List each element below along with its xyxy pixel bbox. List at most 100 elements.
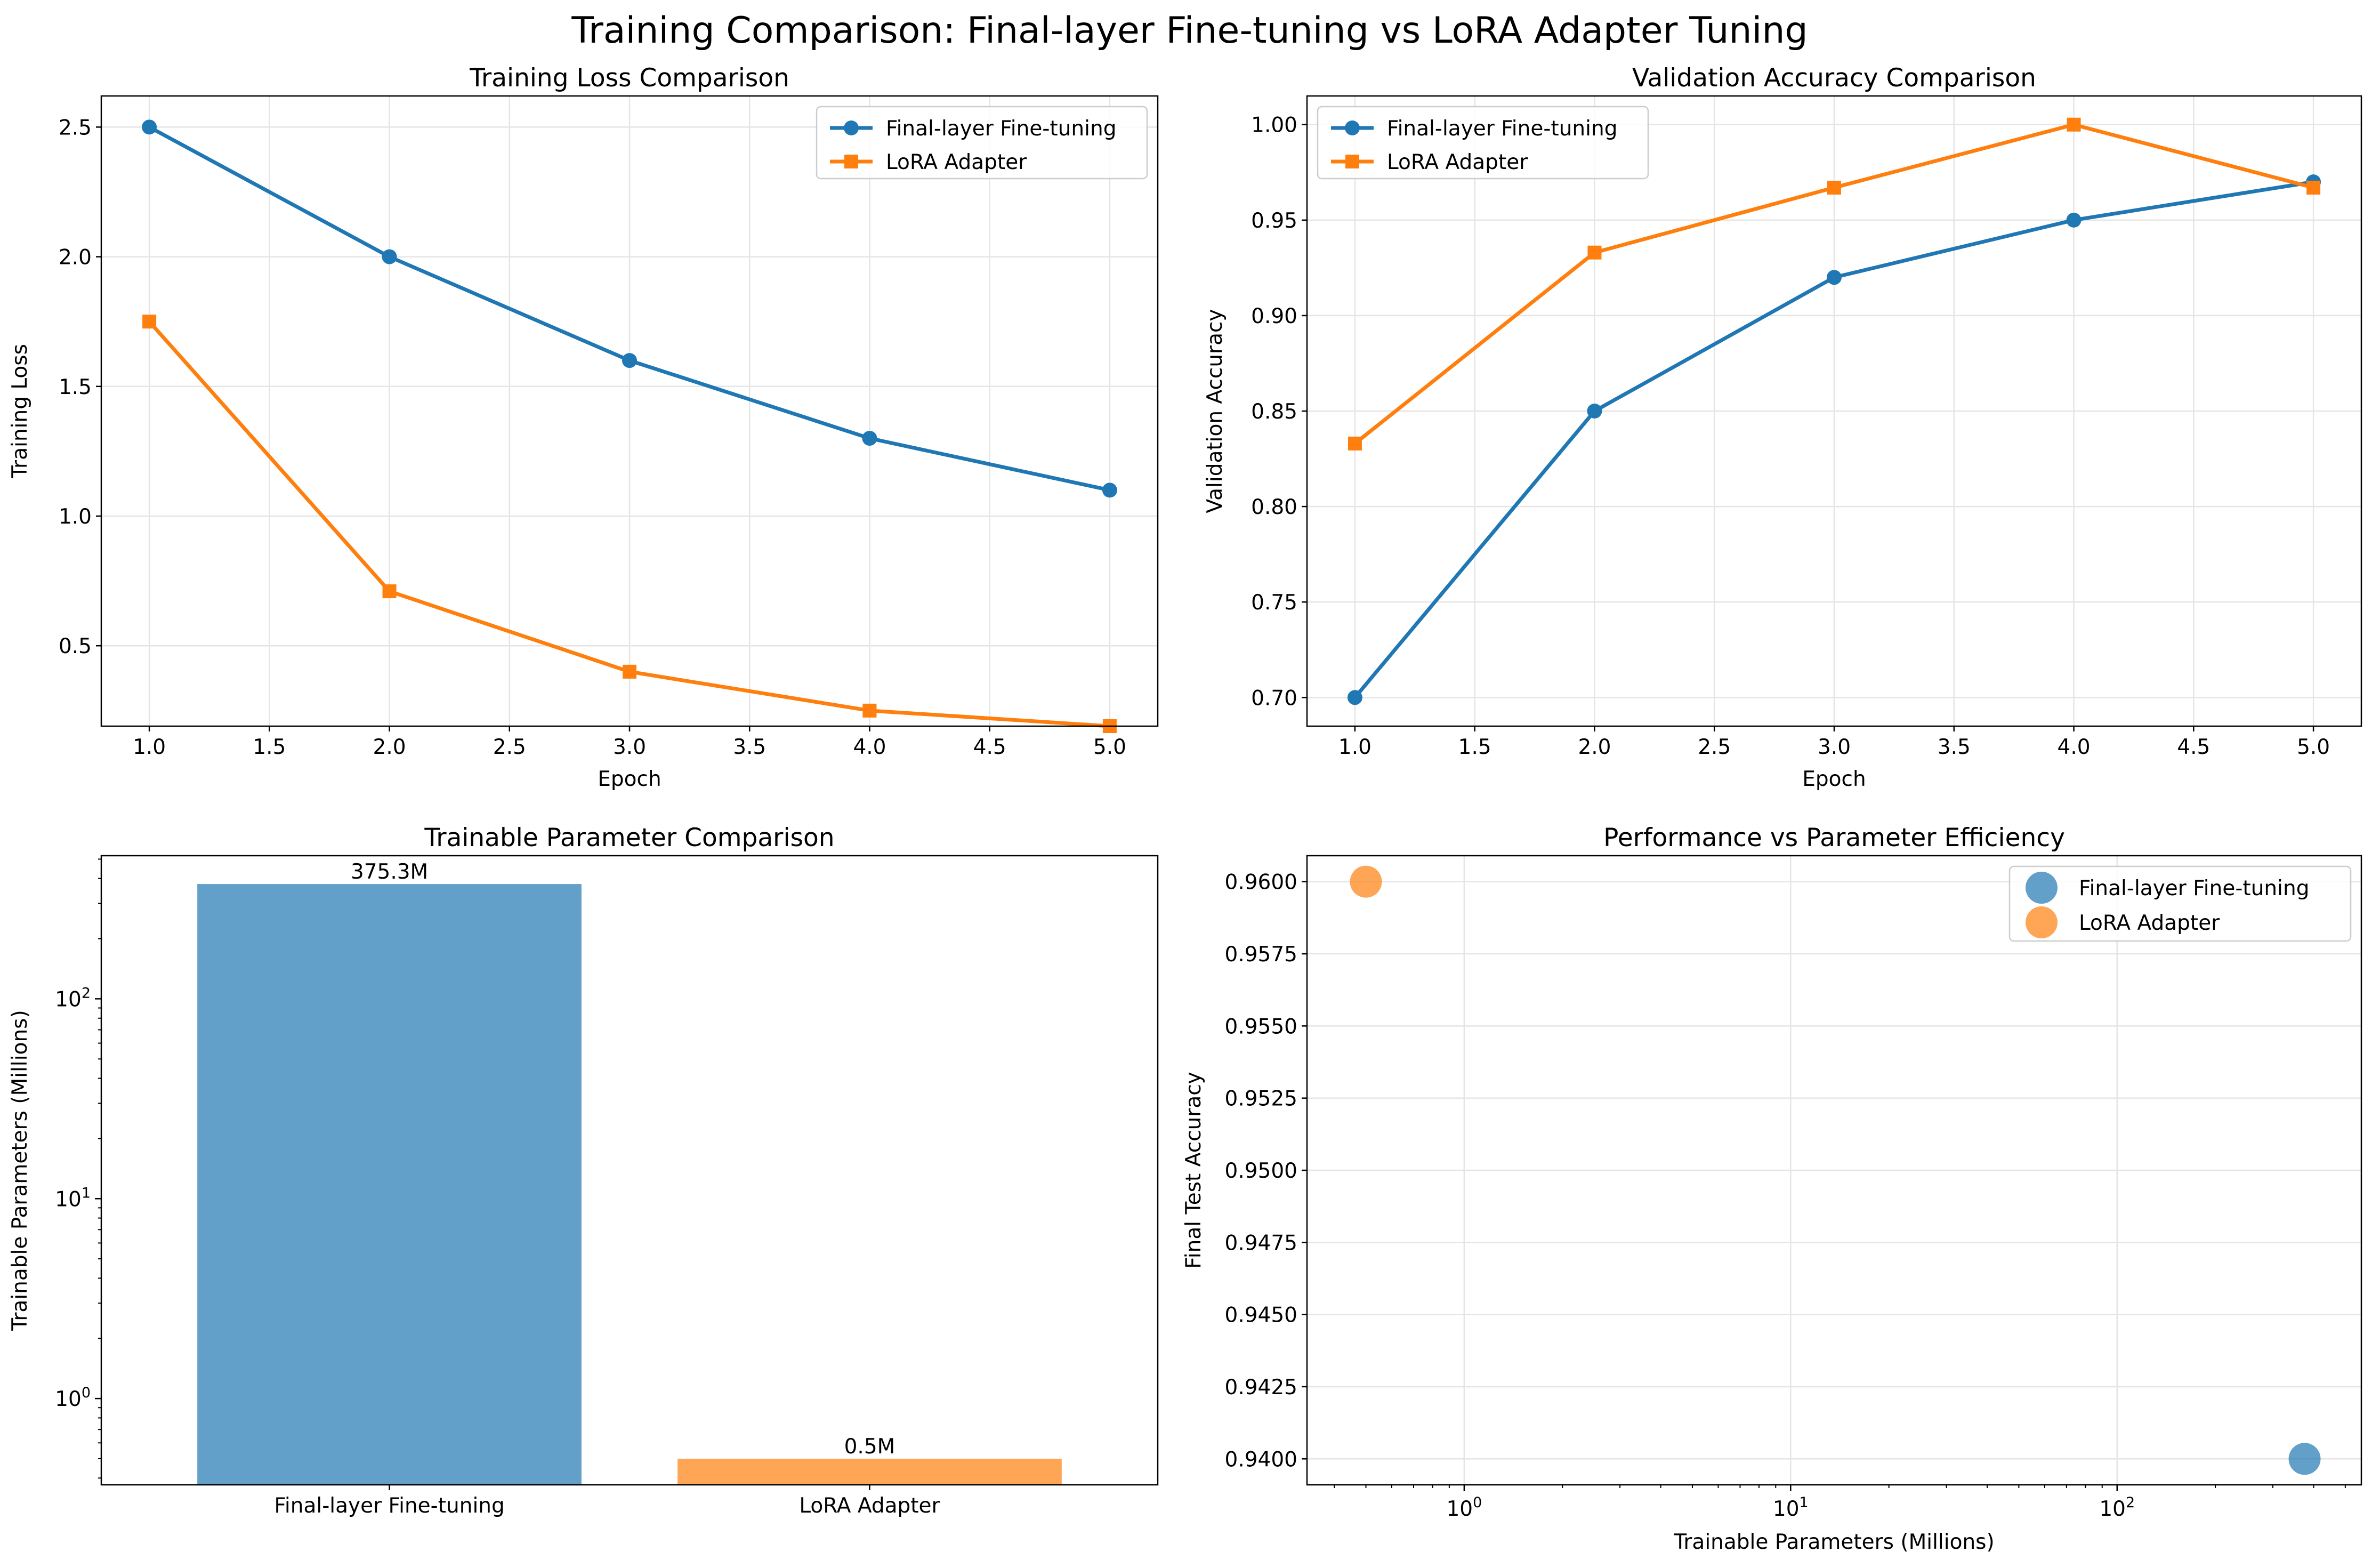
y-tick-label: 0.9525 xyxy=(1225,1087,1297,1111)
training-loss-chart: 1.0 1.5 2.0 2.5 3.0 3.5 4.0 4.5 5.0 0.5 1.0 1.5 2.0 2… xyxy=(8,63,1159,791)
x-axis-label: Epoch xyxy=(1802,767,1866,791)
data-point xyxy=(1587,245,1602,260)
x-tick-label: 3.5 xyxy=(1938,735,1971,759)
y-tick-label: 0.9425 xyxy=(1225,1376,1297,1400)
y-tick-label: 101 xyxy=(55,1185,91,1211)
y-tick-label: 0.90 xyxy=(1251,304,1297,328)
x-tick-label: 4.5 xyxy=(973,735,1006,759)
x-tick-label: 2.0 xyxy=(1578,735,1611,759)
data-point xyxy=(1587,404,1602,419)
x-tick-label: 2.5 xyxy=(1698,735,1731,759)
y-tick-label: 0.9500 xyxy=(1225,1159,1297,1183)
x-tick-label: Final-layer Fine-tuning xyxy=(274,1494,504,1518)
x-tick-label: 2.0 xyxy=(373,735,406,759)
data-point xyxy=(2306,180,2321,195)
y-tick-label: 2.5 xyxy=(59,116,92,140)
y-tick-label: 1.5 xyxy=(59,375,92,399)
x-tick-label: 3.0 xyxy=(613,735,646,759)
figure-title: Training Comparison: Final-layer Fine-tu… xyxy=(571,10,1808,52)
data-point xyxy=(1827,270,1842,285)
legend-label: Final-layer Fine-tuning xyxy=(886,117,1116,141)
x-tick-label: LoRA Adapter xyxy=(799,1494,940,1518)
x-tick-label: 2.5 xyxy=(493,735,526,759)
x-tick-label: 102 xyxy=(2099,1494,2135,1521)
y-tick-label: 0.5 xyxy=(59,634,92,658)
y-tick-label: 0.9450 xyxy=(1225,1304,1297,1328)
chart-title: Validation Accuracy Comparison xyxy=(1632,63,2036,93)
data-point xyxy=(623,664,636,679)
y-tick-label: 0.9600 xyxy=(1225,871,1297,895)
x-tick-label: 3.0 xyxy=(1818,735,1851,759)
x-tick-label: 4.0 xyxy=(2058,735,2091,759)
y-axis-label: Training Loss xyxy=(8,344,32,479)
legend-label: Final-layer Fine-tuning xyxy=(2079,877,2309,900)
y-tick-label: 0.75 xyxy=(1251,591,1297,615)
y-tick-label: 102 xyxy=(55,985,91,1011)
legend-label: Final-layer Fine-tuning xyxy=(1387,117,1617,141)
y-tick-label: 0.85 xyxy=(1251,400,1297,424)
legend: Final-layer Fine-tuning LoRA Adapter xyxy=(2008,865,2352,942)
validation-accuracy-chart: 1.0 1.5 2.0 2.5 3.0 3.5 4.0 4.5 5.0 0.70 0.75 0.80 0… xyxy=(1203,63,2362,791)
legend-box xyxy=(1317,106,1649,180)
trainable-parameters-chart: 375.3M Final-layer Fine-tuning 0.5M LoRA Ad… xyxy=(8,823,1159,1518)
y-tick-label: 0.70 xyxy=(1251,686,1297,710)
data-point xyxy=(862,431,877,446)
data-point xyxy=(1347,690,1362,705)
x-axis-label: Epoch xyxy=(598,767,661,791)
legend-label: LoRA Adapter xyxy=(1387,150,1528,174)
legend: Final-layer Fine-tuning LoRA Adapter xyxy=(816,106,1148,180)
data-point xyxy=(142,119,157,135)
axes-frame xyxy=(100,855,1159,1486)
y-tick-label: 2.0 xyxy=(59,246,92,270)
y-tick-label: 0.9575 xyxy=(1225,943,1297,967)
data-point xyxy=(862,703,877,718)
legend-marker xyxy=(844,155,858,168)
x-tick-label: 101 xyxy=(1773,1494,1809,1521)
bar xyxy=(197,884,582,1485)
data-point xyxy=(622,353,637,368)
x-tick-label: 5.0 xyxy=(1093,735,1126,759)
data-point xyxy=(142,315,157,329)
chart-title: Trainable Parameter Comparison xyxy=(424,823,834,853)
y-tick-label: 0.9550 xyxy=(1225,1015,1297,1039)
data-point xyxy=(382,584,397,599)
y-axis-label: Trainable Parameters (Millions) xyxy=(8,1010,32,1331)
chart-title: Training Loss Comparison xyxy=(469,63,789,93)
legend-marker xyxy=(844,120,859,135)
x-axis-label: Trainable Parameters (Millions) xyxy=(1673,1530,1994,1554)
x-tick-label: 3.5 xyxy=(733,735,766,759)
scatter-point xyxy=(1350,865,1382,898)
axes-frame xyxy=(100,95,1159,727)
data-point xyxy=(2067,117,2081,132)
legend-box xyxy=(816,106,1148,180)
data-point xyxy=(1102,483,1117,498)
data-point xyxy=(1827,180,1841,195)
y-tick-label: 0.9400 xyxy=(1225,1448,1297,1471)
legend-label: LoRA Adapter xyxy=(2079,911,2220,935)
legend-marker xyxy=(2026,872,2058,904)
legend-marker xyxy=(1345,155,1359,168)
x-tick-label: 4.0 xyxy=(853,735,886,759)
x-tick-label: 1.0 xyxy=(1338,735,1371,759)
bar-value-label: 0.5M xyxy=(844,1435,895,1459)
bar xyxy=(677,1458,1062,1485)
legend: Final-layer Fine-tuning LoRA Adapter xyxy=(1317,106,1649,180)
bar-value-label: 375.3M xyxy=(351,860,428,884)
y-axis-label: Final Test Accuracy xyxy=(1182,1072,1206,1269)
axes-frame xyxy=(1306,855,2362,1486)
y-tick-label: 0.80 xyxy=(1251,495,1297,519)
x-tick-label: 1.5 xyxy=(253,735,286,759)
chart-title: Performance vs Parameter Efficiency xyxy=(1603,823,2065,853)
y-tick-label: 1.00 xyxy=(1251,114,1297,138)
x-tick-label: 5.0 xyxy=(2297,735,2330,759)
x-tick-label: 1.5 xyxy=(1458,735,1491,759)
y-tick-label: 100 xyxy=(55,1385,91,1411)
axes-frame xyxy=(1306,95,2362,727)
data-point xyxy=(382,249,397,264)
legend-box xyxy=(2008,865,2352,942)
x-tick-label: 1.0 xyxy=(133,735,166,759)
y-tick-label: 0.95 xyxy=(1251,209,1297,233)
y-tick-label: 0.9475 xyxy=(1225,1231,1297,1255)
legend-marker xyxy=(2026,906,2058,938)
